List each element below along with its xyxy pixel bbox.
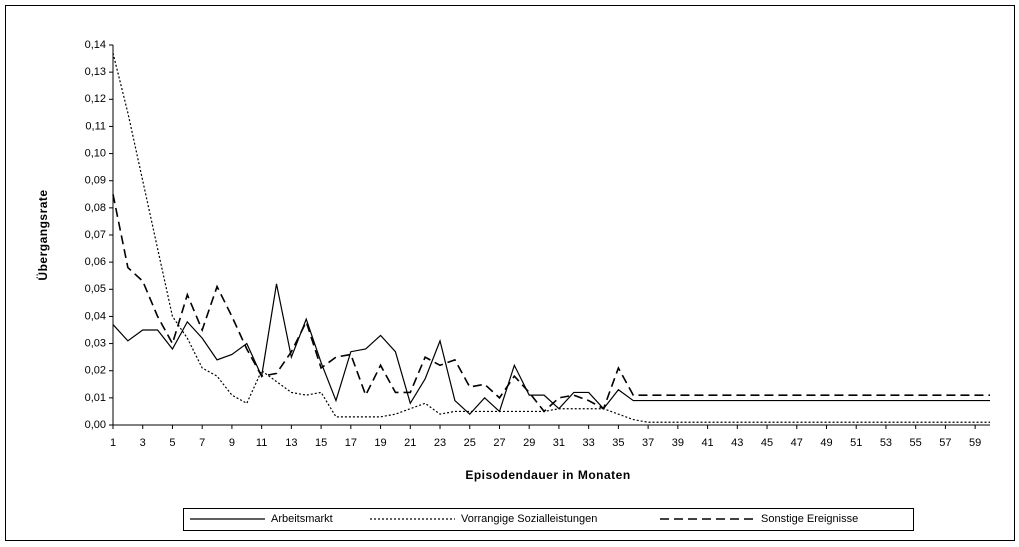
y-tick-label: 0,02 [85,365,106,377]
y-tick-label: 0,09 [85,175,106,187]
y-tick-label: 0,06 [85,256,106,268]
y-tick-label: 0,12 [85,93,106,105]
legend-label: Arbeitsmarkt [271,513,333,525]
legend-label: Vorrangige Sozialleistungen [461,513,597,525]
y-tick-label: 0,00 [85,419,106,431]
x-tick-label: 47 [791,437,803,449]
legend [183,508,914,531]
x-tick-label: 45 [761,437,773,449]
y-tick-label: 0,10 [85,147,106,159]
y-tick-label: 0,08 [85,202,106,214]
y-tick-label: 0,07 [85,229,106,241]
y-axis-title: Übergangsrate [35,189,50,280]
x-tick-label: 59 [969,437,981,449]
y-tick-label: 0,04 [85,310,106,322]
series-line [112,52,990,423]
x-axis-title: Episodendauer in Monaten [465,468,630,482]
x-tick-label: 23 [434,437,446,449]
x-tick-label: 33 [583,437,595,449]
x-tick-label: 35 [612,437,624,449]
x-tick-label: 11 [256,437,267,449]
x-tick-label: 9 [229,437,235,449]
x-tick-label: 13 [285,437,297,449]
y-tick-label: 0,01 [85,392,106,404]
x-tick-label: 1 [110,437,116,449]
x-tick-label: 51 [850,437,862,449]
x-tick-label: 15 [315,437,327,449]
x-tick-label: 19 [374,437,386,449]
x-tick-label: 29 [523,437,535,449]
y-tick-label: 0,13 [85,66,106,78]
x-tick-label: 27 [493,437,505,449]
legend-label: Sonstige Ereignisse [761,513,858,525]
x-tick-label: 21 [404,437,416,449]
x-tick-label: 55 [910,437,922,449]
x-tick-label: 49 [820,437,832,449]
x-tick-label: 43 [731,437,743,449]
x-tick-label: 53 [880,437,892,449]
y-tick-label: 0,14 [85,39,106,51]
y-tick-label: 0,03 [85,337,106,349]
chart-border [5,5,1015,541]
x-tick-label: 39 [672,437,684,449]
y-tick-label: 0,11 [85,120,106,132]
y-tick-label: 0,05 [85,283,106,295]
series-line [112,194,990,413]
x-tick-label: 17 [345,437,357,449]
x-tick-label: 3 [140,437,146,449]
x-tick-label: 57 [939,437,951,449]
x-tick-label: 41 [701,437,713,449]
x-tick-label: 37 [642,437,654,449]
x-tick-label: 31 [553,437,565,449]
x-tick-label: 25 [464,437,476,449]
x-tick-label: 7 [199,437,205,449]
x-tick-label: 5 [169,437,175,449]
